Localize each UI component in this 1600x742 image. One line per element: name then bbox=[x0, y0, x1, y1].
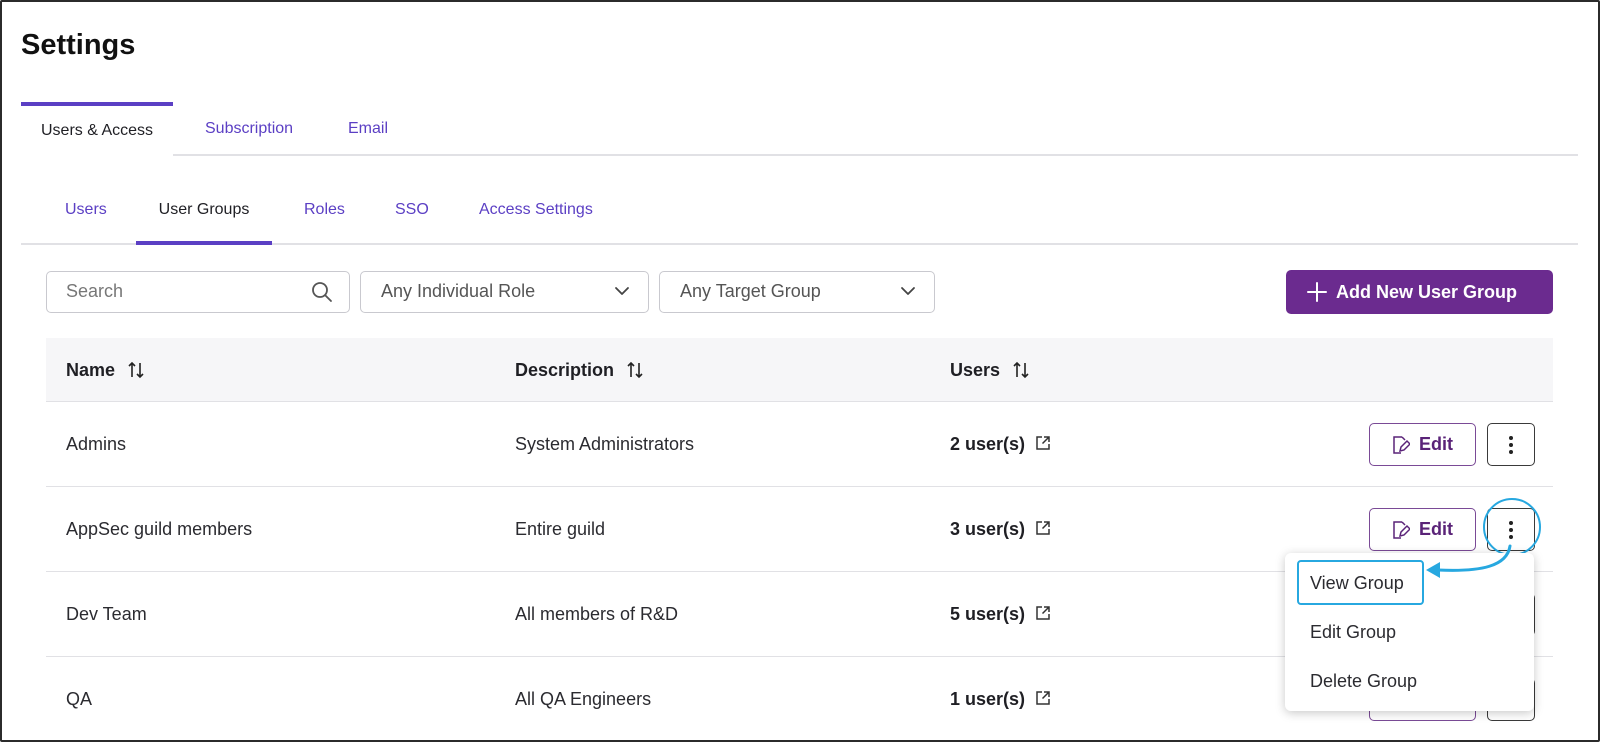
column-header-name[interactable]: Name bbox=[66, 338, 146, 402]
tab-subscription[interactable]: Subscription bbox=[205, 120, 294, 137]
group-description: System Administrators bbox=[515, 434, 695, 454]
edit-button[interactable]: Edit bbox=[1369, 423, 1476, 466]
menu-item-edit-group[interactable]: Edit Group bbox=[1310, 622, 1397, 642]
edit-button[interactable]: Edit bbox=[1369, 508, 1476, 551]
plus-icon bbox=[1307, 282, 1327, 302]
kebab-icon bbox=[1509, 521, 1513, 539]
group-users-link[interactable]: 3 user(s) bbox=[950, 487, 1051, 571]
column-header-label: Description bbox=[515, 360, 615, 380]
sort-icon[interactable] bbox=[1011, 360, 1031, 380]
table-header: Name Description Users bbox=[46, 338, 1553, 402]
column-header-label: Name bbox=[66, 360, 116, 380]
column-header-label: Users bbox=[950, 360, 1001, 380]
role-select-value: Any Individual Role bbox=[381, 281, 536, 301]
edit-icon bbox=[1393, 436, 1410, 454]
subtab-user-groups[interactable]: User Groups bbox=[136, 195, 272, 245]
group-description: Entire guild bbox=[515, 519, 606, 539]
row-actions-menu: View Group Edit Group Delete Group bbox=[1285, 553, 1534, 711]
user-groups-table: Name Description Users bbox=[46, 338, 1553, 740]
external-link-icon bbox=[1036, 691, 1050, 705]
group-name: QA bbox=[66, 689, 93, 709]
search-icon[interactable] bbox=[311, 281, 333, 303]
role-select[interactable]: Any Individual Role bbox=[360, 271, 649, 313]
more-options-button[interactable] bbox=[1487, 508, 1535, 551]
sort-icon[interactable] bbox=[625, 360, 645, 380]
sort-icon[interactable] bbox=[126, 360, 146, 380]
edit-label: Edit bbox=[1419, 434, 1453, 454]
group-users-count: 3 user(s) bbox=[950, 519, 1026, 539]
table-row: Admins System Administrators 2 user(s) E… bbox=[46, 402, 1553, 487]
group-users-link[interactable]: 1 user(s) bbox=[950, 657, 1051, 740]
top-tab-bar: Users & Access Subscription Email bbox=[21, 102, 1578, 156]
edit-icon bbox=[1393, 521, 1410, 539]
external-link-icon bbox=[1036, 436, 1050, 450]
search-box bbox=[46, 271, 350, 313]
sub-tab-bar: Users User Groups Roles SSO Access Setti… bbox=[21, 195, 1578, 245]
menu-item-view-group[interactable]: View Group bbox=[1310, 573, 1404, 593]
group-name: Admins bbox=[66, 434, 127, 454]
page-title: Settings bbox=[21, 29, 136, 61]
subtab-roles[interactable]: Roles bbox=[304, 201, 345, 218]
subtab-sso[interactable]: SSO bbox=[395, 201, 429, 218]
group-description: All members of R&D bbox=[515, 604, 679, 624]
target-group-select[interactable]: Any Target Group bbox=[659, 271, 935, 313]
group-users-link[interactable]: 5 user(s) bbox=[950, 572, 1051, 656]
add-new-user-group-button[interactable]: Add New User Group bbox=[1286, 270, 1553, 314]
more-options-button[interactable] bbox=[1487, 423, 1535, 466]
table-row: AppSec guild members Entire guild 3 user… bbox=[46, 487, 1553, 572]
menu-item-delete-group[interactable]: Delete Group bbox=[1310, 671, 1418, 691]
tab-email[interactable]: Email bbox=[348, 120, 389, 137]
external-link-icon bbox=[1036, 606, 1050, 620]
column-header-description[interactable]: Description bbox=[515, 338, 645, 402]
target-group-select-value: Any Target Group bbox=[680, 281, 821, 301]
group-name: AppSec guild members bbox=[66, 519, 253, 539]
external-link-icon bbox=[1036, 521, 1050, 535]
subtab-users[interactable]: Users bbox=[65, 201, 107, 218]
edit-label: Edit bbox=[1419, 519, 1453, 539]
column-header-users[interactable]: Users bbox=[950, 338, 1031, 402]
group-description: All QA Engineers bbox=[515, 689, 652, 709]
group-users-count: 5 user(s) bbox=[950, 604, 1026, 624]
group-name: Dev Team bbox=[66, 604, 147, 624]
search-input[interactable] bbox=[66, 272, 306, 311]
group-users-count: 2 user(s) bbox=[950, 434, 1026, 454]
group-users-link[interactable]: 2 user(s) bbox=[950, 402, 1051, 486]
tab-users-access[interactable]: Users & Access bbox=[21, 102, 174, 156]
subtab-access-settings[interactable]: Access Settings bbox=[479, 201, 593, 218]
add-new-user-group-label: Add New User Group bbox=[1336, 282, 1518, 302]
chevron-down-icon bbox=[615, 287, 629, 295]
kebab-icon bbox=[1509, 436, 1513, 454]
chevron-down-icon bbox=[901, 287, 915, 295]
group-users-count: 1 user(s) bbox=[950, 689, 1026, 709]
